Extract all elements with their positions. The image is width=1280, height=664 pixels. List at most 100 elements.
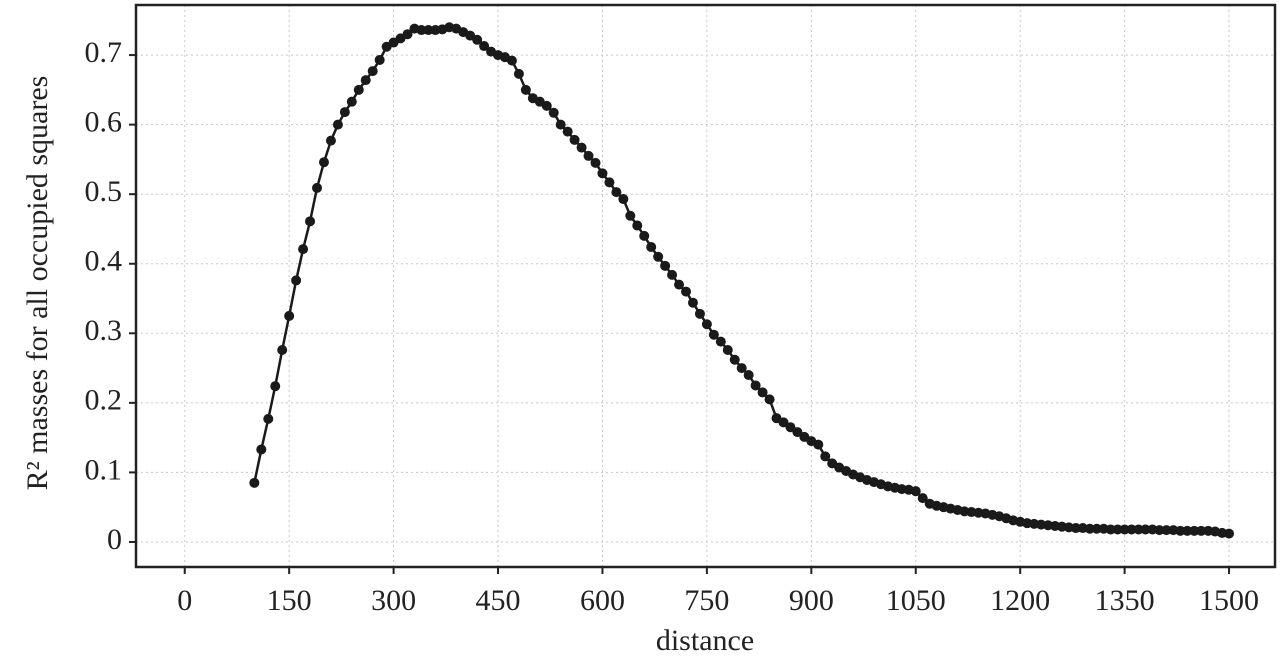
x-tick-label: 600 (580, 584, 625, 617)
data-point (472, 34, 483, 45)
data-point (778, 417, 789, 428)
data-point (764, 394, 775, 405)
data-point (479, 41, 490, 52)
data-point (1175, 525, 1186, 536)
x-tick-label: 1200 (990, 584, 1050, 617)
data-point (729, 354, 740, 365)
data-point (332, 119, 343, 130)
x-tick-label: 1050 (886, 584, 946, 617)
data-point (374, 54, 385, 65)
data-point (1140, 524, 1151, 535)
data-point (1189, 525, 1200, 536)
data-point (416, 25, 427, 36)
x-tick-label: 0 (177, 584, 192, 617)
data-point (562, 126, 573, 137)
data-point (576, 142, 587, 153)
data-point (277, 344, 288, 355)
data-line (253, 25, 1230, 535)
data-point (298, 244, 309, 255)
data-point (423, 25, 434, 36)
data-point (1119, 524, 1130, 535)
x-tick-label: 750 (684, 584, 729, 617)
data-point (694, 308, 705, 319)
data-point (910, 486, 921, 497)
x-tick-label: 1350 (1095, 584, 1155, 617)
x-axis-label: distance (656, 624, 754, 657)
data-point (618, 194, 629, 205)
y-tick-label: 0 (107, 523, 122, 556)
data-point (263, 413, 274, 424)
data-point (813, 439, 824, 450)
x-tick-label: 450 (476, 584, 521, 617)
y-tick-label: 0.7 (85, 36, 123, 69)
data-point (604, 177, 615, 188)
data-point (312, 182, 323, 193)
data-point (1126, 524, 1137, 535)
x-tick-label: 1500 (1199, 584, 1259, 617)
data-point (1112, 524, 1123, 535)
data-point (284, 310, 295, 321)
data-point (1154, 525, 1165, 536)
data-point (346, 96, 357, 107)
data-point (660, 260, 671, 271)
y-tick-label: 0.3 (85, 314, 123, 347)
data-point (353, 84, 364, 95)
data-point (590, 157, 601, 168)
x-tick-label: 900 (789, 584, 834, 617)
x-tick-label: 150 (267, 584, 312, 617)
data-point (541, 100, 552, 111)
data-point (820, 451, 831, 462)
data-point (1182, 525, 1193, 536)
data-point (305, 216, 316, 227)
y-tick-label: 0.2 (85, 384, 123, 417)
data-point (270, 381, 281, 392)
data-point (667, 269, 678, 280)
data-point (757, 387, 768, 398)
data-point (597, 168, 608, 179)
data-point (743, 370, 754, 381)
y-tick-label: 0.4 (85, 245, 123, 278)
y-tick-label: 0.1 (85, 453, 123, 486)
data-point (750, 380, 761, 391)
data-point (646, 242, 657, 253)
data-point (249, 477, 260, 488)
data-point (917, 493, 928, 504)
data-point (1133, 524, 1144, 535)
data-point (360, 75, 371, 86)
data-point (339, 107, 350, 118)
y-tick-label: 0.6 (85, 106, 123, 139)
data-point (708, 329, 719, 340)
data-point (715, 336, 726, 347)
data-point (632, 220, 643, 231)
data-point (548, 107, 559, 118)
data-point (1084, 523, 1095, 534)
data-point (318, 157, 329, 168)
data-point (722, 344, 733, 355)
data-point (625, 210, 636, 221)
data-point (701, 319, 712, 330)
data-point (367, 66, 378, 77)
data-point (687, 297, 698, 308)
data-point (785, 422, 796, 433)
data-point (583, 150, 594, 161)
data-point (291, 275, 302, 286)
data-point (681, 286, 692, 297)
data-point (611, 187, 622, 198)
data-point (1105, 524, 1116, 535)
data-point (736, 363, 747, 374)
data-point (569, 134, 580, 145)
data-point (1091, 523, 1102, 534)
data-point (325, 135, 336, 146)
data-point (555, 119, 566, 130)
data-point (1070, 523, 1081, 534)
data-point (513, 68, 524, 79)
data-point (1196, 525, 1207, 536)
data-point (674, 279, 685, 290)
data-point (402, 29, 413, 40)
data-point (792, 427, 803, 438)
data-point (506, 55, 517, 66)
data-point (1161, 525, 1172, 536)
data-point (639, 230, 650, 241)
plot-frame (134, 3, 1277, 569)
